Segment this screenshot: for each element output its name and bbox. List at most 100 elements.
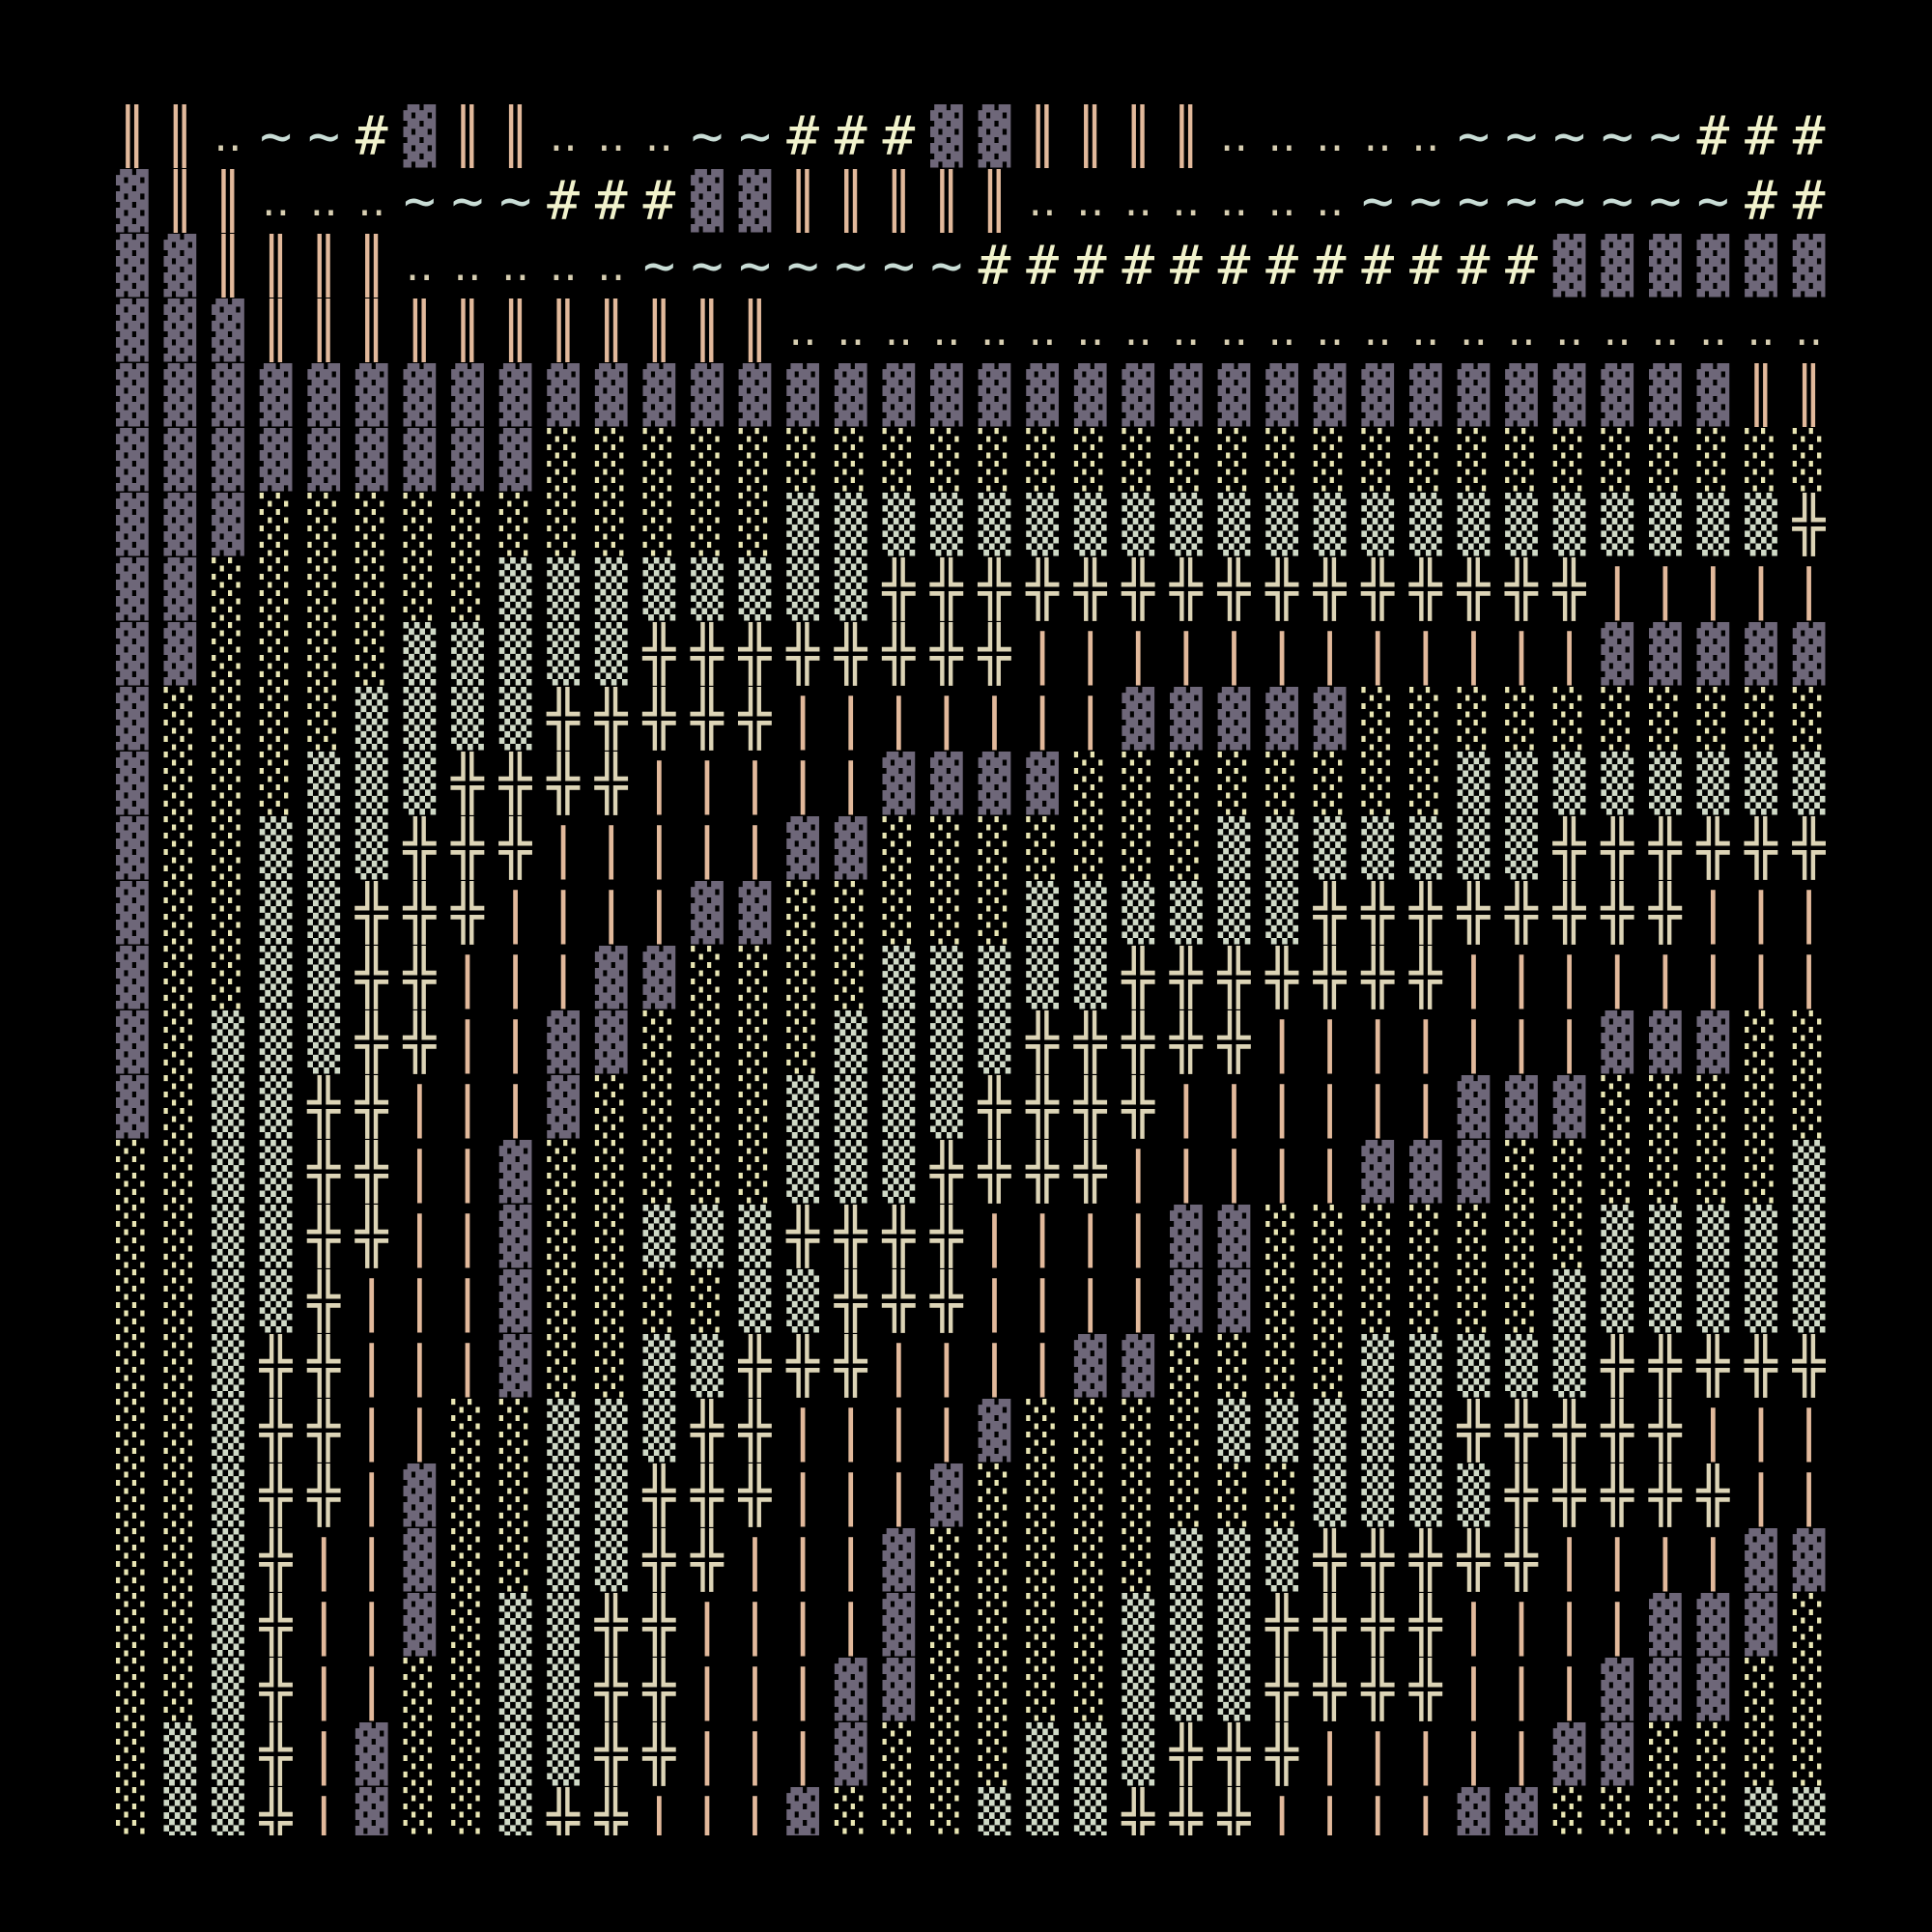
- light-shade-glyph: ░: [547, 1335, 580, 1398]
- pipe-glyph: |: [834, 753, 867, 815]
- block-glyph: ▓: [1505, 1076, 1538, 1139]
- light-shade-glyph: ░: [1745, 688, 1777, 751]
- light-shade-glyph: ░: [1073, 429, 1107, 492]
- medium-shade-glyph: ▒: [1457, 753, 1491, 815]
- light-shade-glyph: ░: [1505, 1270, 1538, 1333]
- cross-glyph: ╬: [1170, 947, 1203, 1009]
- light-shade-glyph: ░: [930, 1723, 963, 1786]
- cross-glyph: ╬: [1505, 1529, 1538, 1592]
- double-bar-glyph: ║: [355, 299, 388, 362]
- art-row: ▓░░░▒▒▒╬╬╬╬|||||▓▓▓▓░░░░░░░░▒▒▒▒▒▒▒▒▒: [108, 752, 1835, 816]
- pipe-glyph: |: [1408, 623, 1442, 686]
- light-shade-glyph: ░: [115, 1788, 149, 1835]
- block-glyph: ▓: [498, 1206, 532, 1268]
- light-shade-glyph: ░: [1696, 1141, 1730, 1204]
- medium-shade-glyph: ▒: [212, 1464, 244, 1527]
- dots-glyph: ‥: [1028, 306, 1057, 355]
- hash-glyph: #: [1745, 105, 1777, 168]
- pipe-glyph: |: [1170, 1076, 1203, 1139]
- medium-shade-glyph: ▒: [1361, 494, 1395, 556]
- light-shade-glyph: ░: [1745, 1011, 1777, 1074]
- cross-glyph: ╬: [1313, 947, 1347, 1009]
- block-glyph: ▓: [403, 1594, 437, 1657]
- cross-glyph: ╬: [1696, 1464, 1730, 1527]
- pipe-glyph: |: [978, 1270, 1011, 1333]
- cross-glyph: ╬: [594, 1594, 628, 1657]
- cross-glyph: ╬: [451, 882, 484, 945]
- light-shade-glyph: ░: [594, 1206, 628, 1268]
- light-shade-glyph: ░: [1026, 1400, 1059, 1463]
- dots-glyph: ‥: [1411, 112, 1440, 161]
- medium-shade-glyph: ▒: [642, 1206, 676, 1268]
- light-shade-glyph: ░: [1648, 688, 1682, 751]
- cross-glyph: ╬: [355, 1076, 388, 1139]
- block-glyph: ▓: [1552, 364, 1586, 427]
- medium-shade-glyph: ▒: [259, 947, 293, 1009]
- pipe-glyph: |: [1361, 1011, 1395, 1074]
- pipe-glyph: |: [1457, 623, 1491, 686]
- pipe-glyph: |: [1457, 947, 1491, 1009]
- light-shade-glyph: ░: [1170, 1400, 1203, 1463]
- medium-shade-glyph: ▒: [834, 558, 867, 621]
- cross-glyph: ╬: [1265, 558, 1298, 621]
- block-glyph: ▓: [738, 170, 772, 233]
- pipe-glyph: |: [1457, 1594, 1491, 1657]
- hash-glyph: #: [1457, 235, 1491, 298]
- light-shade-glyph: ░: [1601, 1076, 1634, 1139]
- pipe-glyph: |: [307, 1594, 341, 1657]
- cross-glyph: ╬: [834, 1335, 867, 1398]
- light-shade-glyph: ░: [1833, 1658, 1835, 1722]
- cross-glyph: ╬: [930, 623, 963, 686]
- pipe-glyph: |: [355, 1659, 388, 1721]
- block-glyph: ▓: [1792, 235, 1826, 298]
- cross-glyph: ╬: [1601, 882, 1634, 945]
- pipe-glyph: |: [1505, 1594, 1538, 1657]
- block-glyph: ▓: [978, 1400, 1011, 1463]
- medium-shade-glyph: ▒: [259, 1141, 293, 1204]
- medium-shade-glyph: ▒: [1217, 494, 1251, 556]
- block-glyph: ▓: [212, 364, 244, 427]
- block-glyph: ▓: [115, 364, 149, 427]
- dots-glyph: ‥: [1794, 306, 1824, 355]
- block-glyph: ▓: [163, 429, 197, 492]
- medium-shade-glyph: ▒: [1217, 1529, 1251, 1592]
- medium-shade-glyph: ▒: [882, 947, 916, 1009]
- light-shade-glyph: ░: [1792, 1659, 1826, 1721]
- double-bar-glyph: ║: [451, 105, 484, 168]
- art-row: ▓▓░░░░░░▒▒▒▒▒▒▒▒╬╬╬╬╬╬╬╬╬╬╬╬╬╬╬||||||: [108, 557, 1835, 622]
- medium-shade-glyph: ▒: [1745, 494, 1777, 556]
- medium-shade-glyph: ▒: [786, 1076, 819, 1139]
- medium-shade-glyph: ▒: [1601, 1270, 1634, 1333]
- medium-shade-glyph: ▒: [1745, 1206, 1777, 1268]
- pipe-glyph: |: [307, 1723, 341, 1786]
- medium-shade-glyph: ▒: [594, 623, 628, 686]
- pipe-glyph: |: [1313, 623, 1347, 686]
- cross-glyph: ╬: [1408, 1659, 1442, 1721]
- cross-glyph: ╬: [1601, 1335, 1634, 1398]
- medium-shade-glyph: ▒: [1313, 1464, 1347, 1527]
- art-row: ▓║║‥‥‥~~~###▓▓║║║║║‥‥‥‥‥‥‥~~~~~~~~###: [108, 169, 1835, 234]
- medium-shade-glyph: ▒: [594, 1529, 628, 1592]
- dots-glyph: ‥: [1172, 306, 1201, 355]
- cross-glyph: ╬: [691, 623, 724, 686]
- block-glyph: ▓: [212, 429, 244, 492]
- dots-glyph: ‥: [500, 242, 530, 291]
- light-shade-glyph: ░: [738, 429, 772, 492]
- medium-shade-glyph: ▒: [1792, 1141, 1826, 1204]
- cross-glyph: ╬: [1026, 1141, 1059, 1204]
- medium-shade-glyph: ▒: [1457, 1464, 1491, 1527]
- block-glyph: ▓: [1217, 1270, 1251, 1333]
- medium-shade-glyph: ▒: [1170, 1659, 1203, 1721]
- block-glyph: ▓: [451, 429, 484, 492]
- hash-glyph: #: [1745, 170, 1777, 233]
- medium-shade-glyph: ▒: [594, 558, 628, 621]
- pipe-glyph: |: [978, 1335, 1011, 1398]
- pipe-glyph: |: [1696, 1529, 1730, 1592]
- light-shade-glyph: ░: [1696, 688, 1730, 751]
- block-glyph: ▓: [403, 105, 437, 168]
- light-shade-glyph: ░: [1457, 688, 1491, 751]
- dots-glyph: ‥: [1123, 177, 1152, 226]
- block-glyph: ▓: [1313, 364, 1347, 427]
- pipe-glyph: |: [1265, 1076, 1298, 1139]
- pipe-glyph: |: [547, 817, 580, 880]
